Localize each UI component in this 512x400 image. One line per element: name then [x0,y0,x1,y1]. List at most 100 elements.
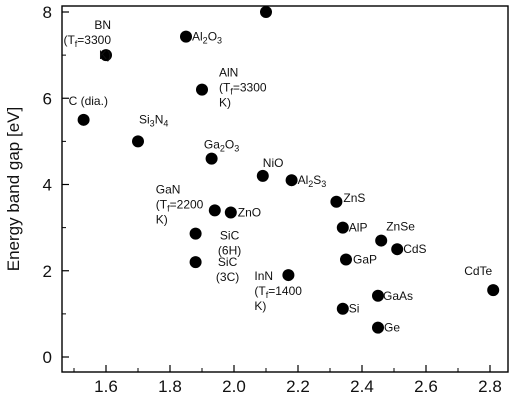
point-label-text: GaN [156,182,181,196]
point-label-subscript: 3 [321,179,326,189]
point-label: GaAs [383,289,413,303]
point-label-text: Ga [204,138,220,152]
point-label: Al2S3 [298,173,327,189]
x-tick-label: 2.2 [286,377,310,396]
data-point [100,49,112,62]
point-label: K) [219,96,231,110]
x-tick-label: 2.6 [414,377,438,396]
point-label-text: Ge [384,321,400,335]
y-axis-title: Energy band gap [eV] [4,107,23,271]
data-point [189,256,202,269]
point-label-text: SiC [220,229,240,243]
point-label-text: Al [298,173,309,187]
y-tick-label: 8 [43,3,52,22]
point-label: SiC [220,229,240,243]
point-label-subscript: 4 [163,118,168,128]
point-label-text: GaP [353,253,377,267]
point-label: Si3N4 [139,112,168,128]
point-label-text: AlP [349,221,368,235]
point-label: NiO [263,156,284,170]
point-label-text: CdS [403,242,426,256]
x-tick-label: 2.8 [478,377,502,396]
point-label: K) [254,299,266,313]
point-label-subscript: 3 [217,36,222,46]
point-label-text: K) [156,212,168,226]
point-label: InN [254,269,273,283]
point-label-text: O [225,138,234,152]
data-point [196,83,208,96]
point-label: K) [99,48,111,62]
data-point [132,135,144,148]
point-label-text: Si [349,302,360,316]
point-label: (Tf=3300 [219,81,267,97]
x-tick-label: 1.8 [158,377,182,396]
point-label: SiC [218,255,238,269]
point-label-text: (T [63,33,75,47]
point-label-subscript: f [230,87,233,97]
data-point [282,269,295,282]
point-label-subscript: 3 [234,144,239,154]
point-label: (Tf=1400 [254,284,302,300]
point-label: AlN [219,66,238,80]
point-label: Ga2O3 [204,138,239,154]
point-label-text: (T [156,197,168,211]
point-label: K) [156,212,168,226]
data-point [180,30,192,43]
point-label: (6H) [218,244,241,258]
data-point [330,195,343,208]
point-label: (Tf=2200 [156,197,204,213]
point-label-subscript: f [266,290,269,300]
data-point [285,174,298,187]
data-point [391,243,404,256]
data-point [205,152,218,165]
point-label-text: NiO [263,156,284,170]
point-label-subscript: 2 [220,144,225,154]
point-label-subscript: f [75,39,78,49]
point-label-text: CdTe [464,264,492,278]
point-label: Ge [384,321,400,335]
point-label-text: K) [99,48,111,62]
point-label-text: K) [219,96,231,110]
point-label: ZnO [238,206,261,220]
data-point [336,221,349,234]
point-label: Al2O3 [192,30,222,46]
point-label: Si [349,302,360,316]
data-point [256,169,269,182]
x-tick-label: 2.4 [350,377,374,396]
point-label: (Tf=3300 [63,33,111,49]
point-label-text: (T [219,81,231,95]
data-point [375,234,388,247]
point-label-text: (6H) [218,244,241,258]
point-label: ZnSe [386,220,415,234]
x-tick-label: 2.0 [222,377,246,396]
point-label-text: =3300 [77,33,111,47]
point-label-text: =3300 [233,81,267,95]
x-tick-label: 1.6 [94,377,118,396]
data-point [372,321,384,334]
point-label-text: InN [254,269,273,283]
point-label-subscript: 3 [150,118,155,128]
point-label-subscript: 2 [308,179,313,189]
point-label-subscript: 2 [203,36,208,46]
point-label: CdS [403,242,426,256]
point-label-text: SiC [218,255,238,269]
point-label-text: ZnO [238,206,261,220]
point-label-text: N [155,112,164,126]
data-point [487,284,500,297]
data-point [189,227,202,240]
point-label: C (dia.) [69,94,108,108]
point-label-text: AlN [219,66,238,80]
plot-frame [61,5,509,373]
point-label-text: C (dia.) [69,94,108,108]
point-label: GaP [353,253,377,267]
data-point [77,113,90,126]
point-label-text: (T [254,284,266,298]
point-label-text: BN [94,18,111,32]
point-label-text: ZnS [343,191,365,205]
point-label-text: S [313,173,321,187]
y-tick-label: 2 [43,262,52,281]
point-label: ZnS [343,191,365,205]
point-label: BN [94,18,111,32]
point-label-text: ZnSe [386,220,415,234]
